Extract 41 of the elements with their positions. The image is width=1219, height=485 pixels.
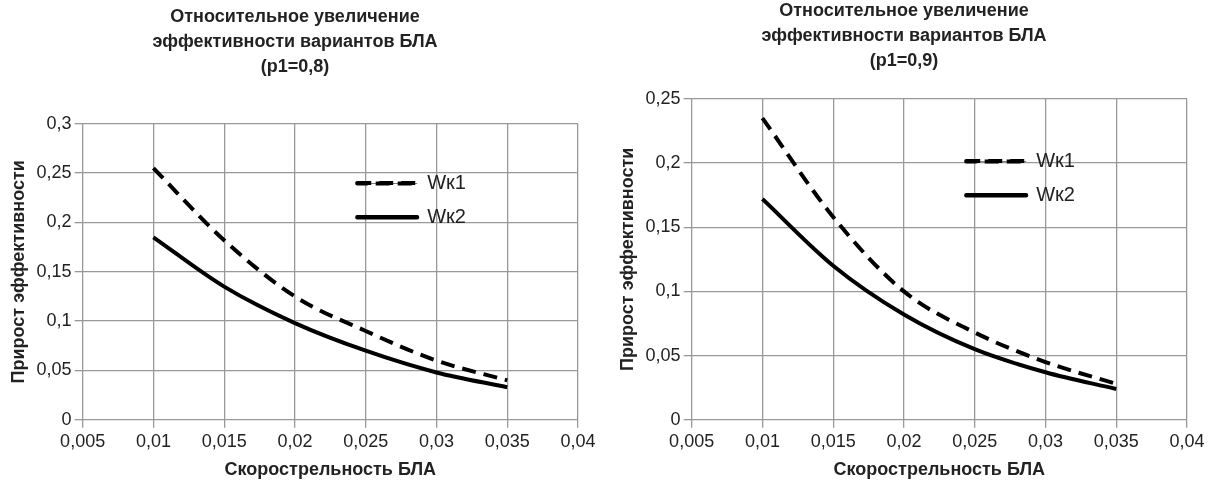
x-tick-label: 0,04 xyxy=(1169,430,1205,451)
x-tick-label: 0,015 xyxy=(810,430,856,451)
y-tick-label: 0,3 xyxy=(46,112,72,133)
chart-title: Относительное увеличение эффективности вариантов БЛА (p1=0,8) xyxy=(151,5,439,78)
x-tick-label: 0,035 xyxy=(1093,430,1139,451)
y-axis-title: Прирост эффективности xyxy=(7,160,28,384)
y-tick-label: 0,1 xyxy=(46,310,72,331)
x-tick-label: 0,01 xyxy=(744,430,780,451)
y-tick-label: 0,25 xyxy=(645,87,681,108)
line-series xyxy=(151,235,510,390)
legend-label: Wк1 xyxy=(1036,148,1075,171)
x-tick-label: 0,04 xyxy=(560,430,596,451)
legend-label: Wк1 xyxy=(427,170,466,193)
x-tick-label: 0,025 xyxy=(343,430,389,451)
x-tick-label: 0,035 xyxy=(484,430,530,451)
x-tick-label: 0,005 xyxy=(669,430,715,451)
x-axis-title: Скорострельность БЛА xyxy=(224,459,437,480)
y-tick-label: 0,1 xyxy=(655,280,681,301)
y-tick-label: 0,15 xyxy=(645,216,681,237)
y-tick-label: 0 xyxy=(670,408,681,429)
x-tick-label: 0,03 xyxy=(418,430,454,451)
y-tick-label: 0,15 xyxy=(36,260,72,281)
legend-label: Wк2 xyxy=(1036,182,1075,205)
x-tick-label: 0,005 xyxy=(60,430,106,451)
line-series xyxy=(151,166,510,383)
y-axis-title: Прирост эффективности xyxy=(616,147,637,371)
x-tick-label: 0,015 xyxy=(201,430,247,451)
x-tick-label: 0,02 xyxy=(277,430,313,451)
x-tick-label: 0,03 xyxy=(1027,430,1063,451)
x-tick-label: 0,025 xyxy=(952,430,998,451)
x-tick-label: 0,01 xyxy=(135,430,171,451)
legend-label: Wк2 xyxy=(427,204,466,227)
y-tick-label: 0,2 xyxy=(655,151,681,172)
chart-title: Относительное увеличение эффективности вариантов БЛА (p1=0,9) xyxy=(760,0,1048,72)
x-tick-label: 0,02 xyxy=(886,430,922,451)
y-tick-label: 0 xyxy=(61,408,72,429)
y-tick-label: 0,05 xyxy=(645,344,681,365)
y-tick-label: 0,25 xyxy=(36,162,72,183)
x-axis-title: Скорострельность БЛА xyxy=(833,459,1046,480)
y-tick-label: 0,2 xyxy=(46,211,72,232)
y-tick-label: 0,05 xyxy=(36,359,72,380)
